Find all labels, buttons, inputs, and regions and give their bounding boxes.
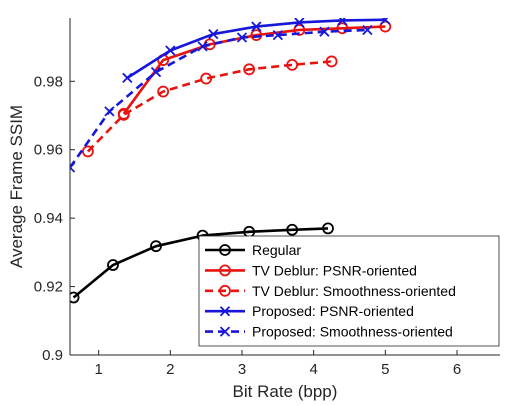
y-tick-label: 0.96 [34, 142, 63, 159]
legend-entry: Regular [205, 242, 301, 258]
data-point [165, 45, 176, 56]
legend-marker [219, 326, 231, 337]
data-point [319, 26, 330, 37]
legend-entry: Proposed: PSNR-oriented [205, 303, 414, 319]
x-tick-label: 1 [94, 361, 102, 378]
x-tick-label: 4 [309, 361, 317, 378]
series-2 [82, 55, 338, 158]
data-point [208, 28, 219, 40]
data-point [82, 145, 94, 158]
legend-marker [219, 306, 231, 317]
legend-label: Proposed: Smoothness-oriented [252, 324, 453, 340]
data-point [157, 85, 170, 98]
y-tick-label: 0.98 [34, 73, 63, 90]
y-tick-label: 0.9 [42, 347, 63, 364]
data-point [107, 259, 119, 271]
legend-entry: Proposed: Smoothness-oriented [205, 324, 453, 340]
data-point [70, 162, 76, 173]
series-1 [117, 20, 392, 120]
y-axis-title: Average Frame SSIM [7, 105, 26, 268]
data-point [197, 41, 208, 52]
x-tick-label: 3 [238, 361, 246, 378]
data-point [243, 63, 256, 76]
data-point [362, 24, 373, 36]
x-axis-title: Bit Rate (bpp) [233, 382, 338, 401]
x-tick-label: 6 [453, 361, 461, 378]
x-tick-label: 5 [381, 361, 389, 378]
legend-marker [219, 264, 231, 277]
series-3 [122, 18, 391, 84]
legend-label: TV Deblur: Smoothness-oriented [252, 283, 456, 299]
data-point [104, 106, 115, 117]
y-tick-label: 0.94 [34, 210, 63, 227]
data-point [379, 20, 392, 33]
series-line [72, 227, 329, 299]
legend-label: Proposed: PSNR-oriented [252, 303, 414, 319]
series-4 [70, 24, 373, 173]
data-point [286, 58, 299, 71]
data-point [117, 108, 130, 121]
data-point [322, 222, 334, 235]
series-line [70, 28, 368, 169]
data-point [70, 291, 80, 304]
axes: 1 2 3 4 5 6 0.9 0.92 0.94 0.96 0.98 Bit Rate (bpp) A… [7, 18, 500, 401]
data-point [325, 55, 338, 68]
data-point [337, 18, 348, 26]
x-tick-label: 2 [166, 361, 174, 378]
data-point [294, 18, 305, 28]
legend-marker [219, 284, 231, 297]
data-point [122, 72, 133, 84]
data-point [272, 29, 283, 41]
legend-label: Regular [252, 242, 301, 258]
legend-entry: TV Deblur: PSNR-oriented [205, 262, 417, 278]
data-point [380, 18, 391, 25]
legend-entry: TV Deblur: Smoothness-oriented [205, 283, 456, 299]
legend-box [198, 235, 500, 347]
legend-label: TV Deblur: PSNR-oriented [252, 262, 417, 278]
data-point [200, 72, 213, 85]
series-layer [70, 18, 392, 304]
data-point [336, 22, 349, 35]
series-line [122, 25, 386, 115]
data-point [150, 240, 162, 253]
data-point [286, 223, 299, 236]
y-tick-label: 0.92 [34, 279, 63, 296]
data-point [251, 21, 262, 32]
legend: Regular TV Deblur: PSNR-oriented TV Deblur… [198, 235, 500, 347]
legend-marker [219, 244, 231, 256]
data-point [236, 32, 248, 43]
data-point [150, 66, 162, 78]
data-point [250, 29, 263, 42]
data-point [293, 24, 306, 36]
